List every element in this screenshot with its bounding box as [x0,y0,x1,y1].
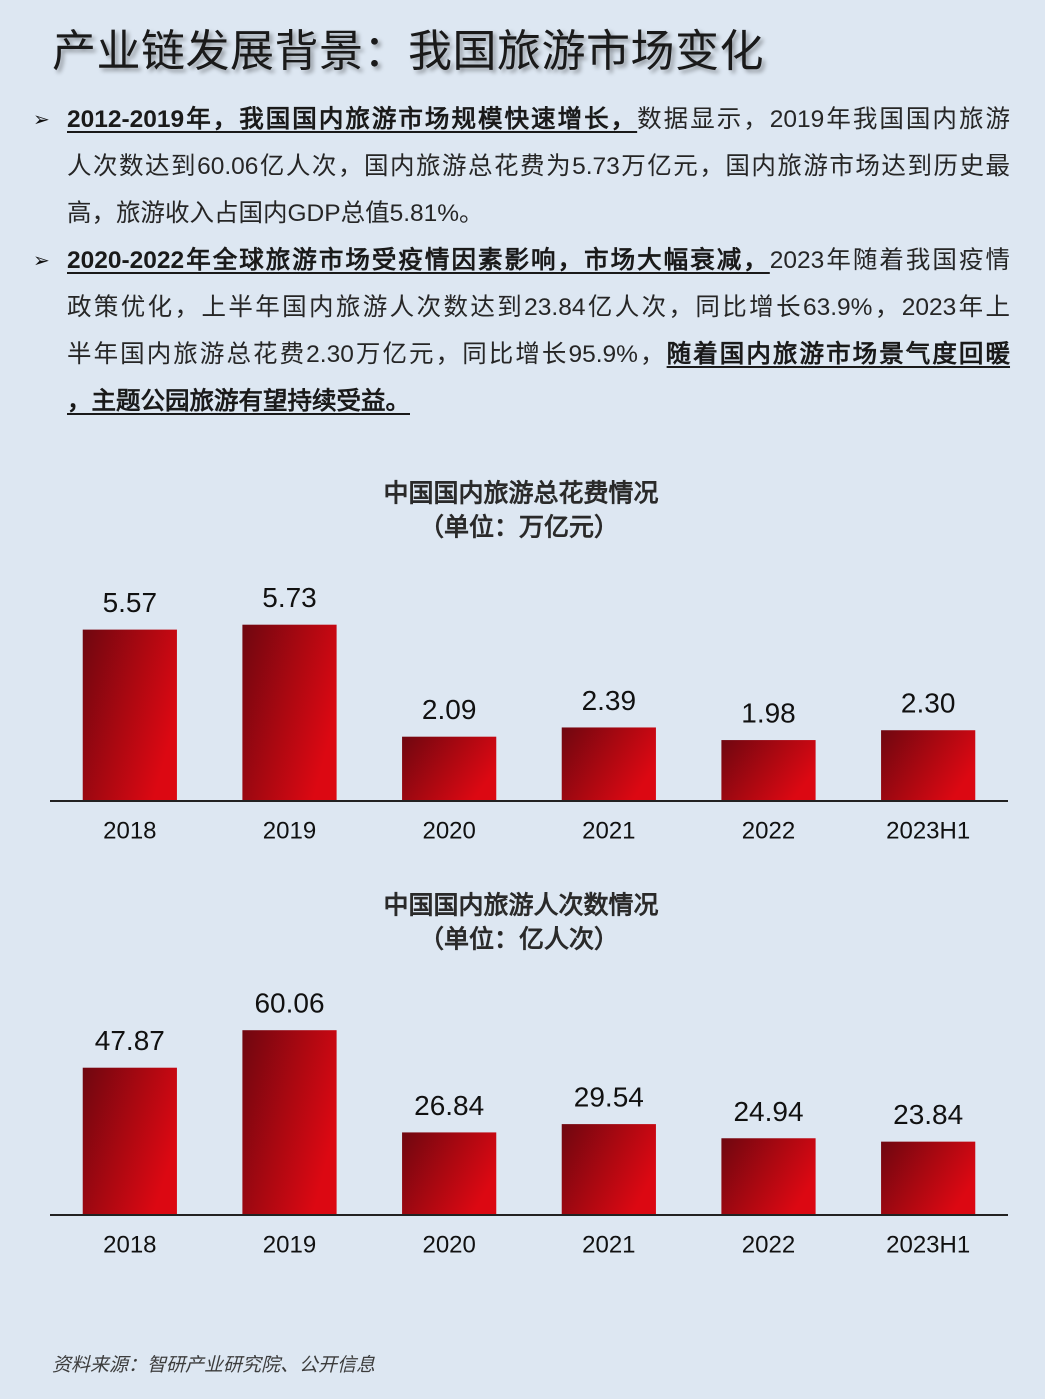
body-text: 2023年随着我国疫情 [769,247,1010,274]
x-tick-label-2020: 2020 [422,1232,475,1259]
bullet-list: ➢ 2012-2019年，我国国内旅游市场规模快速增长，数据显示，2019年我国国… [33,96,1010,425]
chart-title: 中国国内旅游总花费情况 [383,479,658,508]
data-labels: 5.57 5.73 2.09 2.39 1.98 2.30 [103,582,956,728]
bar-2021 [561,727,656,801]
data-label-2019: 60.06 [254,988,324,1019]
arrow-bullet-icon: ➢ [33,248,50,272]
x-tick-label-2019: 2019 [263,818,316,845]
data-label-2020: 26.84 [414,1090,484,1121]
chart-subtitle: （单位：万亿元） [419,513,619,542]
bar-2019 [242,624,337,801]
chart-title: 中国国内旅游人次数情况 [383,891,658,920]
bars [82,624,976,801]
bar-2022 [721,740,816,801]
bar-2020 [402,736,497,801]
bar-2019 [242,1030,337,1215]
bullet-line: ➢ 2020-2022年全球旅游市场受疫情因素影响，市场大幅衰减，2023年随着我… [33,237,1010,284]
bar-2023h1 [881,730,976,801]
body-text: 数据显示，2019年我国国内旅游 [637,106,1010,133]
body-text: 半年国内旅游总花费2.30万亿元，同比增长95.9%， [67,341,667,368]
tourism-trips-bar-chart: 中国国内旅游人次数情况 （单位：亿人次） 47.87 60.06 26.84 29.5… [50,891,1008,1259]
x-tick-label-2018: 2018 [103,1232,156,1259]
data-label-2022: 1.98 [741,698,796,729]
body-text: 政策优化，上半年国内旅游人次数达到23.84亿人次，同比增长63.9%，2023… [67,294,1010,321]
data-label-2021: 29.54 [574,1082,644,1113]
highlight-text: ，主题公园旅游有望持续受益。 [67,388,410,415]
data-label-2020: 2.09 [422,694,477,725]
x-tick-label-2018: 2018 [103,818,156,845]
highlight-text: 2012-2019年，我国国内旅游市场规模快速增长， [67,106,638,133]
x-tick-label-2020: 2020 [422,818,475,845]
bar-2022 [721,1138,816,1215]
bar-2021 [561,1124,656,1215]
data-label-2019: 5.73 [262,582,317,613]
bar-2023h1 [881,1141,976,1215]
chart-subtitle: （单位：亿人次） [419,925,619,954]
body-text: 高，旅游收入占国内GDP总值5.81%。 [67,200,484,227]
bullet-line: ➢ 2012-2019年，我国国内旅游市场规模快速增长，数据显示，2019年我国国… [33,96,1010,143]
data-label-2023h1: 23.84 [893,1099,963,1130]
x-tick-label-2022: 2022 [742,818,795,845]
bullet-item: ➢ 2020-2022年全球旅游市场受疫情因素影响，市场大幅衰减，2023年随着我… [33,237,1010,425]
x-tick-labels: 2018 2019 2020 2021 2022 2023H1 [103,1232,970,1259]
x-tick-label-2023h1: 2023H1 [886,818,970,845]
bar-2020 [402,1132,497,1215]
data-label-2023h1: 2.30 [901,688,956,719]
bar-2018 [82,629,177,801]
highlight-text: 2020-2022年全球旅游市场受疫情因素影响，市场大幅衰减， [67,247,770,274]
data-label-2018: 5.57 [103,587,158,618]
source-note: 资料来源：智研产业研究院、公开信息 [52,1354,376,1376]
bullet-line: 半年国内旅游总花费2.30万亿元，同比增长95.9%，随着国内旅游市场景气度回暖 [67,331,1010,378]
bars [82,1030,976,1215]
bullet-line: 高，旅游收入占国内GDP总值5.81%。 [67,190,1010,237]
x-tick-labels: 2018 2019 2020 2021 2022 2023H1 [103,818,970,845]
x-tick-label-2021: 2021 [582,1232,635,1259]
bullet-line: 人次数达到60.06亿人次，国内旅游总花费为5.73万亿元，国内旅游市场达到历史… [67,143,1010,190]
arrow-bullet-icon: ➢ [33,107,50,131]
highlight-text: 随着国内旅游市场景气度回暖 [666,341,1011,368]
body-text: 人次数达到60.06亿人次，国内旅游总花费为5.73万亿元，国内旅游市场达到历史… [67,153,1010,180]
bullet-line: ，主题公园旅游有望持续受益。 [67,378,1010,425]
tourism-expenditure-bar-chart: 中国国内旅游总花费情况 （单位：万亿元） 5.57 5.73 2.09 2.39 1.9… [50,479,1008,845]
x-tick-label-2023h1: 2023H1 [886,1232,970,1259]
page-title: 产业链发展背景：我国旅游市场变化 [52,26,764,77]
data-label-2022: 24.94 [733,1096,803,1127]
data-label-2021: 2.39 [582,685,637,716]
data-label-2018: 47.87 [95,1025,165,1056]
x-tick-label-2022: 2022 [742,1232,795,1259]
x-tick-label-2021: 2021 [582,818,635,845]
x-tick-label-2019: 2019 [263,1232,316,1259]
bullet-item: ➢ 2012-2019年，我国国内旅游市场规模快速增长，数据显示，2019年我国国… [33,96,1010,237]
bar-2018 [82,1067,177,1215]
data-labels: 47.87 60.06 26.84 29.54 24.94 23.84 [95,988,963,1130]
bullet-line: 政策优化，上半年国内旅游人次数达到23.84亿人次，同比增长63.9%，2023… [67,284,1010,331]
